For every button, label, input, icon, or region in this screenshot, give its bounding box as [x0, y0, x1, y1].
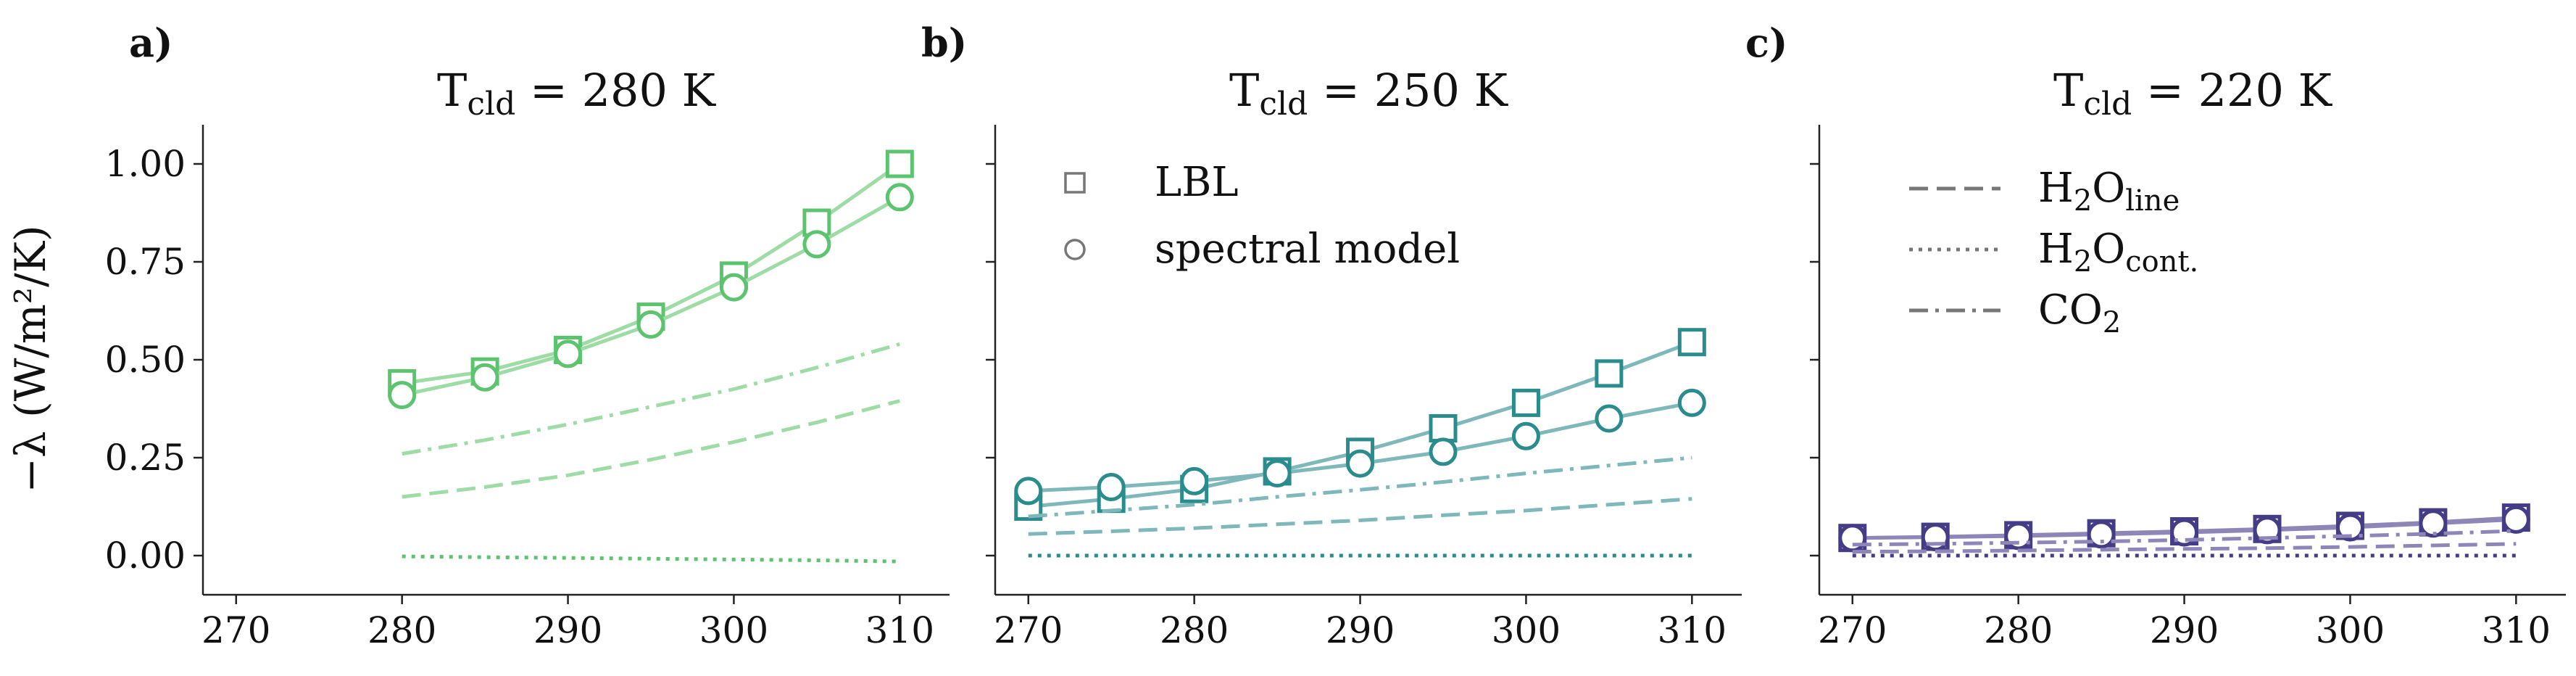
x-tick-label: 270 [201, 609, 270, 651]
data-point-spectral-model [1097, 473, 1126, 501]
panel-title: Tcld = 250 K [1229, 64, 1509, 123]
data-point-spectral-model [1595, 404, 1624, 433]
series-line-h2o-line [1852, 542, 2517, 554]
x-tick-label: 310 [865, 609, 934, 651]
series-line-h2o-line [1028, 497, 1692, 536]
data-point-spectral-model [1921, 523, 1950, 552]
data-point-lbl [1511, 388, 1540, 417]
series-line-h2o-line [402, 399, 900, 499]
series-line-lbl [1028, 340, 1693, 508]
panels: 270 280 290 300 310 0.00 0.25 0.50 0.75 1.00 a) Tcl… [105, 20, 2566, 651]
legend-circle-icon [1064, 239, 1086, 260]
x-tick-label: 290 [2150, 609, 2219, 651]
data-point-spectral-model [554, 339, 583, 368]
legend-label: LBL [1155, 159, 1239, 206]
legend-markers: LBL spectral model [1064, 159, 1460, 273]
data-point-spectral-model [885, 183, 914, 212]
panel-title: Tcld = 280 K [437, 64, 717, 123]
x-tick-label: 280 [367, 609, 436, 651]
y-tick-label: 1.00 [105, 143, 186, 185]
data-point-spectral-model [2087, 520, 2116, 549]
data-point-spectral-model [2501, 505, 2530, 534]
x-tick-label: 300 [2316, 609, 2385, 651]
series-line-co2 [402, 342, 900, 456]
data-point-lbl [1429, 414, 1458, 442]
x-tick-label: 270 [1818, 609, 1887, 651]
data-point-lbl [1677, 328, 1706, 357]
y-tick-label: 0.75 [105, 241, 186, 283]
y-tick-label: 0.50 [105, 339, 186, 381]
data-point-spectral-model [1263, 459, 1292, 488]
data-point-spectral-model [1838, 524, 1867, 553]
data-point-spectral-model [2419, 509, 2448, 538]
x-tick-label: 290 [1326, 609, 1395, 651]
data-point-spectral-model [1180, 466, 1209, 495]
y-tick-label: 0.00 [105, 535, 186, 577]
legend-label: CO2 [2038, 287, 2121, 339]
x-tick-label: 310 [1658, 609, 1727, 651]
legend-label: H2Oline [2038, 165, 2180, 218]
data-point-spectral-model [470, 363, 499, 392]
panel-3: 270 280 290 300 310 c) Tcld = 220 K [1745, 20, 2566, 651]
y-axis-label: −λ (W/m²/K) [6, 225, 55, 492]
data-point-spectral-model [636, 310, 665, 339]
data-point-lbl [1595, 359, 1624, 388]
legend-label: H2Ocont. [2038, 226, 2198, 279]
data-point-spectral-model [2004, 522, 2033, 551]
series-line-co2 [1028, 456, 1692, 519]
panel-2: 270 280 290 300 310 b) Tcld = 250 K [921, 20, 1742, 651]
data-point-spectral-model [2335, 513, 2364, 542]
legend-label: spectral model [1155, 226, 1460, 273]
data-point-spectral-model [719, 273, 748, 302]
data-point-spectral-model [1014, 477, 1043, 506]
legend-square-icon [1064, 172, 1086, 194]
x-tick-label: 280 [1984, 609, 2053, 651]
data-point-spectral-model [802, 230, 831, 259]
x-tick-label: 310 [2482, 609, 2551, 651]
x-tick-label: 270 [994, 609, 1063, 651]
x-tick-label: 280 [1160, 609, 1229, 651]
data-point-spectral-model [1677, 388, 1706, 417]
data-point-lbl [885, 149, 914, 178]
panel-label: b) [921, 20, 967, 66]
panel-title: Tcld = 220 K [2053, 64, 2333, 123]
data-point-spectral-model [388, 381, 417, 410]
legend-lines: H2Oline H2Ocont. CO2 [1909, 165, 2198, 339]
series-line-h2o-cont- [402, 554, 900, 564]
data-point-spectral-model [1429, 437, 1458, 466]
panel-label: c) [1745, 20, 1787, 66]
y-tick-label: 0.25 [105, 437, 186, 479]
panel-label: a) [129, 20, 173, 66]
x-tick-label: 300 [1492, 609, 1561, 651]
data-point-spectral-model [1346, 449, 1375, 478]
data-point-spectral-model [1511, 421, 1540, 450]
x-tick-label: 300 [699, 609, 768, 651]
panel-1: 270 280 290 300 310 0.00 0.25 0.50 0.75 1.00 a) Tcl… [105, 20, 950, 651]
series-line-lbl [402, 162, 901, 385]
x-tick-label: 290 [533, 609, 602, 651]
